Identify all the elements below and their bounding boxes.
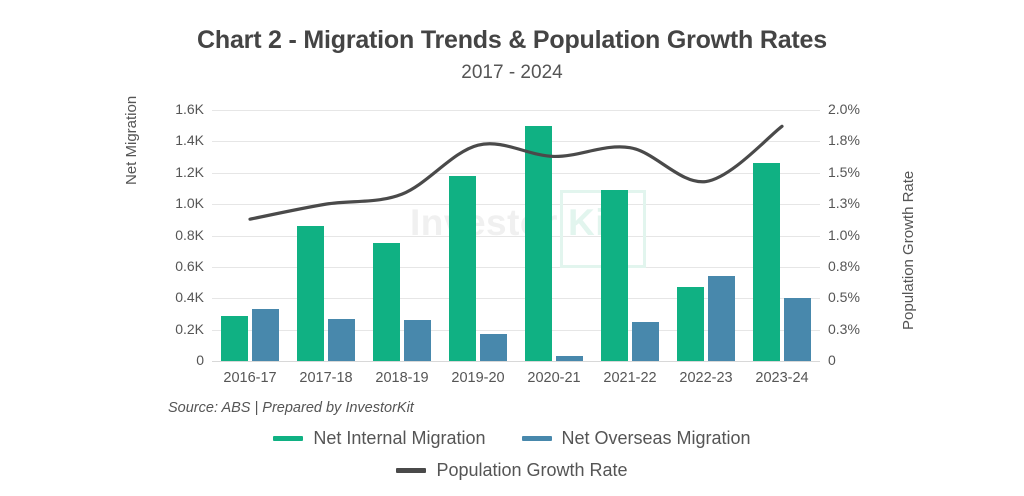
source-note: Source: ABS | Prepared by InvestorKit (168, 400, 414, 416)
chart-subtitle: 2017 - 2024 (461, 62, 563, 83)
gridline (212, 110, 820, 111)
right-axis-tick-label: 1.5% (828, 163, 860, 180)
x-axis-tick-label: 2022-23 (679, 370, 733, 386)
legend-row-primary: Net Internal Migration Net Overseas Migr… (0, 428, 1024, 449)
gridline (212, 141, 820, 142)
right-axis-tick-label: 0.8% (828, 257, 860, 274)
bar-overseas[interactable] (708, 276, 735, 361)
gridline (212, 298, 820, 299)
left-axis-title: Net Migration (123, 95, 140, 185)
chart-title: Chart 2 - Migration Trends & Population … (197, 26, 827, 54)
gridline (212, 236, 820, 237)
bar-internal[interactable] (373, 243, 400, 361)
legend-row-secondary: Population Growth Rate (0, 460, 1024, 481)
gridline (212, 361, 820, 362)
growth-rate-line-layer (248, 124, 784, 221)
bar-overseas[interactable] (556, 356, 583, 361)
bar-internal[interactable] (753, 163, 780, 361)
bar-internal[interactable] (221, 315, 248, 361)
left-axis-tick-label: 0.4K (175, 289, 204, 306)
legend-item-net-internal-migration[interactable]: Net Internal Migration (273, 428, 486, 449)
bar-overseas[interactable] (480, 334, 507, 361)
right-axis-tick-label: 0.5% (828, 289, 860, 306)
bar-internal[interactable] (677, 287, 704, 361)
plot-area: Investor Kit (212, 110, 820, 362)
x-axis-tick-label: 2018-19 (375, 370, 429, 386)
left-axis-tick-label: 1.0K (175, 195, 204, 212)
left-axis-tick-label: 1.4K (175, 132, 204, 149)
right-axis-title: Population Growth Rate (900, 170, 917, 330)
right-axis-tick-label: 1.8% (828, 132, 860, 149)
bar-internal[interactable] (601, 190, 628, 361)
bar-overseas[interactable] (784, 298, 811, 361)
bar-overseas[interactable] (252, 309, 279, 361)
gridline (212, 267, 820, 268)
gridline (212, 173, 820, 174)
bar-overseas[interactable] (328, 318, 355, 361)
right-axis-tick-label: 2.0% (828, 101, 860, 117)
x-axis-tick-label: 2020-21 (527, 370, 581, 386)
legend-item-population-growth-rate[interactable]: Population Growth Rate (396, 460, 628, 481)
legend-swatch-icon (396, 468, 427, 473)
left-axis-tick-label: 0.2K (175, 320, 204, 337)
right-axis-tick-label: 1.0% (828, 226, 860, 243)
legend-label: Net Internal Migration (313, 428, 486, 448)
gridline (212, 204, 820, 205)
left-axis-tick-label: 0.6K (175, 257, 204, 274)
left-axis-tick-label: 0 (196, 352, 204, 368)
growth-rate-line (248, 124, 784, 221)
right-axis-tick-label: 1.3% (828, 195, 860, 212)
left-axis-tick-label: 0.8K (175, 226, 204, 243)
legend-item-net-overseas-migration[interactable]: Net Overseas Migration (521, 428, 751, 449)
legend-label: Net Overseas Migration (561, 428, 751, 448)
bar-internal[interactable] (525, 125, 552, 361)
left-axis-tick-label: 1.6K (175, 101, 204, 117)
right-axis-tick-label: 0.3% (828, 320, 860, 337)
legend-label: Population Growth Rate (436, 460, 628, 480)
legend-swatch-icon (273, 436, 304, 441)
legend-swatch-icon (521, 436, 552, 441)
x-axis-tick-label: 2023-24 (755, 370, 809, 386)
x-axis-tick-label: 2021-22 (603, 370, 657, 386)
bar-overseas[interactable] (404, 320, 431, 361)
x-axis-tick-label: 2016-17 (223, 370, 277, 386)
x-axis-tick-label: 2017-18 (299, 370, 353, 386)
bar-internal[interactable] (449, 175, 476, 361)
x-axis-tick-label: 2019-20 (451, 370, 505, 386)
bar-overseas[interactable] (632, 321, 659, 361)
gridline (212, 330, 820, 331)
bar-internal[interactable] (297, 226, 324, 361)
left-axis-tick-label: 1.2K (175, 163, 204, 180)
right-axis-tick-label: 0 (828, 352, 836, 368)
